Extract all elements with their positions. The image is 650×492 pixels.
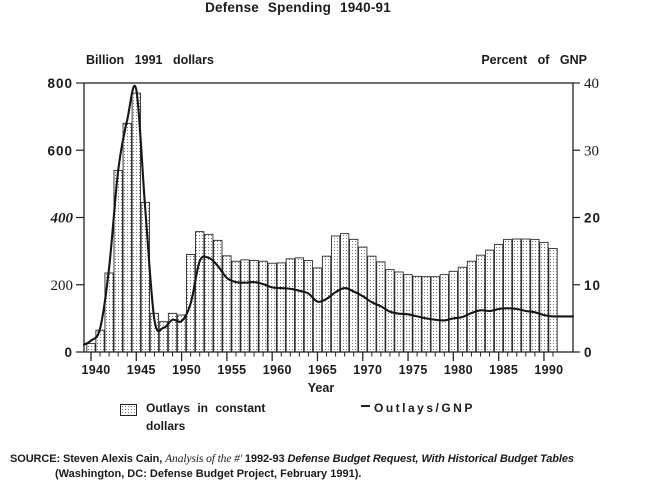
source-subtitle: Defense Budget Request, With Historical … xyxy=(287,453,574,465)
bar-1977 xyxy=(421,276,431,353)
source-citation-line2: (Washington, DC: Defense Budget Project,… xyxy=(55,468,362,480)
bar-1962 xyxy=(285,258,295,353)
x-tick-label-1980: 1980 xyxy=(444,363,473,377)
y-right-tick-label: 20 xyxy=(584,211,601,226)
legend-bar-swatch xyxy=(120,404,137,416)
bar-1954 xyxy=(213,239,223,353)
bar-1959 xyxy=(258,260,268,353)
bar-1985 xyxy=(494,243,504,353)
bar-1984 xyxy=(484,249,495,353)
bar-1974 xyxy=(394,271,404,353)
x-tick-label-1970: 1970 xyxy=(353,363,382,377)
bar-1989 xyxy=(530,238,540,353)
legend-line-label: Outlays/GNP xyxy=(374,401,475,415)
x-tick-label-1975: 1975 xyxy=(399,363,428,377)
x-tick-label-1990: 1990 xyxy=(534,363,563,377)
bar-1965 xyxy=(312,267,323,353)
source-edition: 1992-93 xyxy=(244,453,288,465)
outlays-gnp-line xyxy=(82,85,575,346)
y-right-tick-label: 30 xyxy=(584,143,599,159)
right-axis-caption: Percent of GNP xyxy=(481,53,587,67)
bar-1964 xyxy=(303,260,314,353)
x-tick-label-1950: 1950 xyxy=(172,363,201,377)
bar-1963 xyxy=(294,257,304,353)
y-right-tick-label: 10 xyxy=(584,278,601,293)
y-right-tick-label: 0 xyxy=(584,345,593,360)
line-group xyxy=(82,85,575,346)
bar-1968 xyxy=(340,233,350,353)
bar-1957 xyxy=(240,259,250,353)
y-left-tick-label: 600 xyxy=(47,143,73,158)
source-citation: SOURCE: Steven Alexis Cain, Analysis of … xyxy=(10,453,574,465)
axes-group: 800 600 400 200 0 40 30 20 10 0 1940 1945 1950 1955 19… xyxy=(47,76,601,377)
bar-1981 xyxy=(457,266,468,353)
bar-1961 xyxy=(276,262,286,353)
y-left-tick-label: 200 xyxy=(51,278,74,294)
chart-title: Defense Spending 1940-91 xyxy=(205,0,391,15)
bar-1953 xyxy=(204,233,214,353)
bar-1969 xyxy=(349,238,359,353)
bar-1990 xyxy=(539,241,549,353)
y-left-tick-label: 800 xyxy=(47,76,73,91)
bar-1955 xyxy=(222,255,232,353)
legend-line-swatch xyxy=(361,405,370,408)
x-tick-label-1940: 1940 xyxy=(81,363,110,377)
source-prefix: SOURCE: Steven Alexis Cain, xyxy=(10,453,166,465)
bar-1944 xyxy=(122,122,132,353)
bar-1979 xyxy=(439,274,449,353)
bar-1941 xyxy=(95,329,105,353)
bar-1983 xyxy=(475,254,486,353)
bar-1952 xyxy=(195,231,205,353)
bar-1980 xyxy=(448,270,458,353)
bar-1976 xyxy=(412,275,422,353)
bar-1987 xyxy=(512,238,522,353)
bar-1988 xyxy=(521,238,531,353)
bar-1956 xyxy=(231,260,241,353)
x-tick-label-1960: 1960 xyxy=(263,363,292,377)
bars-group xyxy=(86,92,558,353)
bar-1978 xyxy=(430,276,440,353)
y-left-tick-label: 400 xyxy=(50,211,74,227)
bar-1982 xyxy=(466,260,477,353)
source-work-title: Analysis of the #' xyxy=(165,453,245,465)
bar-1940 xyxy=(86,343,96,353)
bar-1991 xyxy=(548,247,558,353)
bar-1958 xyxy=(249,260,259,353)
y-right-tick-label: 40 xyxy=(584,76,599,92)
x-tick-label-1945: 1945 xyxy=(127,363,156,377)
x-tick-label-1985: 1985 xyxy=(489,363,518,377)
legend-bar-label-line1: Outlays in constant xyxy=(146,401,266,415)
left-axis-caption: Billion 1991 dollars xyxy=(86,53,214,67)
x-axis-label: Year xyxy=(307,381,335,395)
bar-1966 xyxy=(321,255,332,353)
x-tick-label-1965: 1965 xyxy=(308,363,337,377)
y-left-tick-label: 0 xyxy=(64,345,73,360)
legend-bar-label-line2: dollars xyxy=(146,419,186,433)
bar-1946 xyxy=(140,201,150,353)
bar-1970 xyxy=(358,246,368,353)
x-tick-label-1955: 1955 xyxy=(217,363,246,377)
bar-1960 xyxy=(267,262,277,353)
bar-1986 xyxy=(503,238,513,353)
